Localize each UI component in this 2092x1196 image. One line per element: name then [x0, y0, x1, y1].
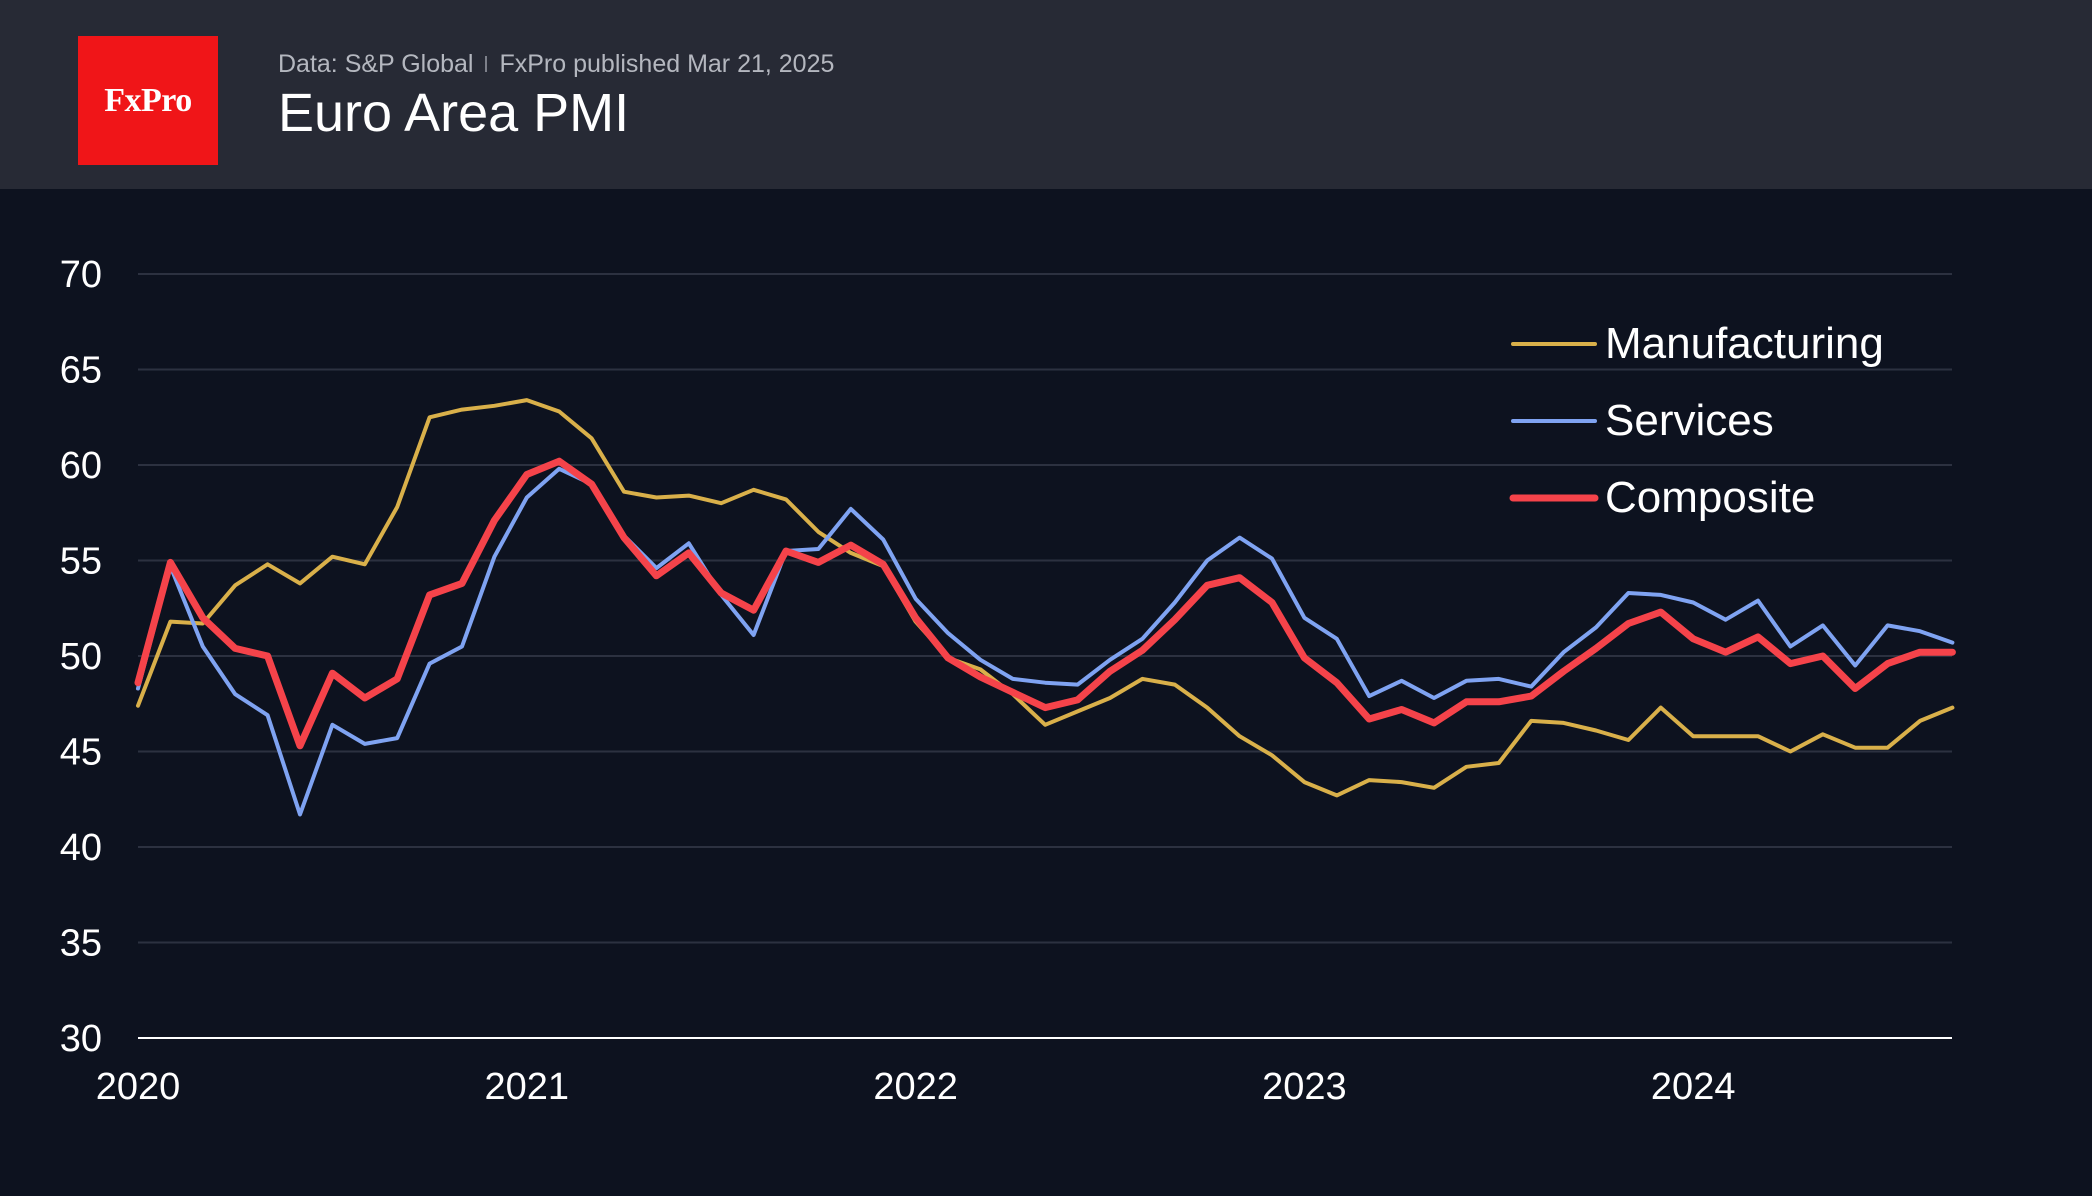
y-tick-label: 30: [60, 1018, 102, 1060]
y-tick-label: 70: [60, 254, 102, 296]
y-tick-label: 55: [60, 541, 102, 583]
series-lines: [134, 398, 1956, 817]
y-tick-label: 50: [60, 636, 102, 678]
source-line: Data: S&P Global FxPro published Mar 21,…: [278, 48, 834, 80]
series-line-services: [136, 466, 1955, 817]
legend-label-composite: Composite: [1605, 473, 1815, 522]
legend: Manufacturing Services Composite: [1509, 319, 1884, 522]
page-title: Euro Area PMI: [278, 83, 630, 143]
separator-divider: [485, 56, 488, 72]
y-tick-label: 65: [60, 350, 102, 392]
legend-label-manufacturing: Manufacturing: [1605, 319, 1884, 368]
series-line-manufacturing: [136, 398, 1955, 798]
grid-lines: [138, 273, 1952, 1039]
y-axis: 30 35 40 45 50 55 60 65 70: [60, 254, 102, 1060]
y-tick-label: 60: [60, 445, 102, 487]
x-tick-label: 2020: [96, 1066, 181, 1108]
logo-text: FxPro: [104, 81, 192, 119]
x-axis: 2020 2021 2022 2023 2024: [96, 1066, 1736, 1108]
header-bar: FxPro Data: S&P Global FxPro published M…: [0, 0, 2092, 189]
y-tick-label: 35: [60, 923, 102, 965]
y-tick-label: 45: [60, 732, 102, 774]
y-tick-label: 40: [60, 827, 102, 869]
x-tick-label: 2021: [485, 1066, 570, 1108]
x-tick-label: 2022: [873, 1066, 958, 1108]
x-tick-label: 2024: [1651, 1066, 1736, 1108]
legend-label-services: Services: [1605, 396, 1774, 445]
data-source: Data: S&P Global: [278, 49, 474, 78]
published-date: FxPro published Mar 21, 2025: [499, 49, 835, 78]
x-tick-label: 2023: [1262, 1066, 1347, 1108]
fxpro-logo: FxPro: [78, 36, 218, 165]
series-line-composite: [134, 457, 1956, 750]
